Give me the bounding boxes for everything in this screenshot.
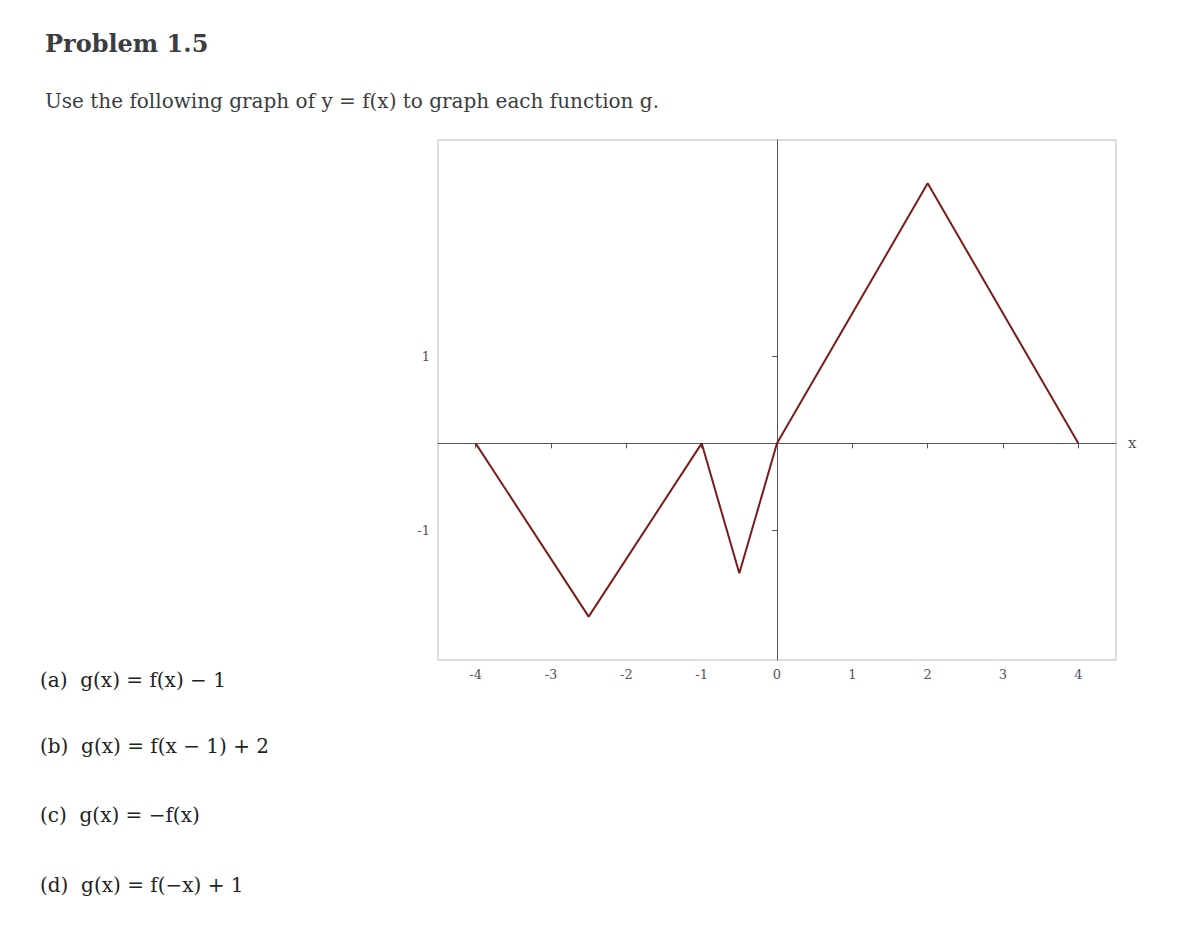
svg-text:4: 4 — [1074, 667, 1082, 682]
svg-text:(c) g(x) = −f(x): (c) g(x) = −f(x) — [40, 803, 200, 827]
svg-text:(b) g(x) = f(x − 1) + 2: (b) g(x) = f(x − 1) + 2 — [40, 734, 269, 758]
svg-text:-2: -2 — [620, 667, 633, 682]
svg-text:-1: -1 — [417, 523, 430, 538]
svg-text:-1: -1 — [695, 667, 708, 682]
svg-text:Use the following graph of y =: Use the following graph of y = f(x) to g… — [45, 89, 659, 113]
svg-text:Problem 1.5: Problem 1.5 — [45, 29, 208, 58]
svg-text:2: 2 — [924, 667, 932, 682]
svg-text:(a) g(x) = f(x) − 1: (a) g(x) = f(x) − 1 — [40, 668, 226, 692]
svg-text:x: x — [1128, 434, 1137, 452]
svg-text:3: 3 — [999, 667, 1007, 682]
svg-text:0: 0 — [773, 667, 781, 682]
svg-text:1: 1 — [422, 349, 430, 364]
svg-text:1: 1 — [848, 667, 856, 682]
svg-text:-4: -4 — [469, 667, 482, 682]
svg-text:(d) g(x) = f(−x) + 1: (d) g(x) = f(−x) + 1 — [40, 873, 244, 897]
svg-text:-3: -3 — [545, 667, 558, 682]
